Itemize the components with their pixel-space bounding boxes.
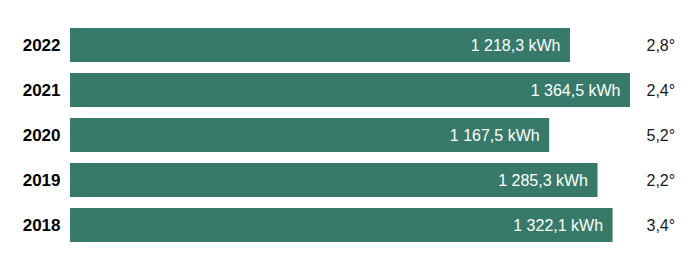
svg-text:2,2°: 2,2°	[647, 172, 676, 189]
svg-text:1 364,5 kWh: 1 364,5 kWh	[531, 82, 621, 99]
svg-text:2022: 2022	[23, 36, 61, 55]
svg-text:5,2°: 5,2°	[647, 127, 676, 144]
svg-text:1 322,1 kWh: 1 322,1 kWh	[513, 217, 603, 234]
svg-text:2,4°: 2,4°	[647, 82, 676, 99]
svg-text:2018: 2018	[23, 216, 61, 235]
svg-text:2,8°: 2,8°	[647, 37, 676, 54]
svg-text:3,4°: 3,4°	[647, 217, 676, 234]
svg-text:1 285,3 kWh: 1 285,3 kWh	[498, 172, 588, 189]
svg-text:1 167,5 kWh: 1 167,5 kWh	[450, 127, 540, 144]
svg-text:2020: 2020	[23, 126, 61, 145]
svg-text:2021: 2021	[23, 81, 61, 100]
svg-text:2019: 2019	[23, 171, 61, 190]
svg-text:1 218,3 kWh: 1 218,3 kWh	[471, 37, 561, 54]
